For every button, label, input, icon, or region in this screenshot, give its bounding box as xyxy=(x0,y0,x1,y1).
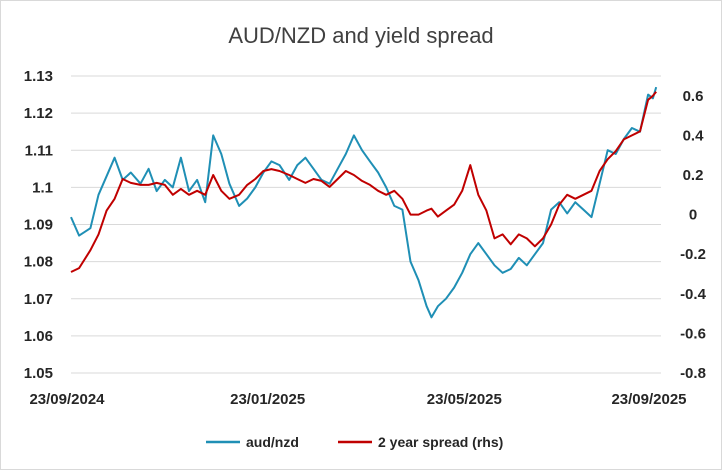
left-tick-label: 1.11 xyxy=(25,142,53,159)
left-tick-label: 1.08 xyxy=(24,254,53,271)
right-tick-label: 0.6 xyxy=(683,88,704,105)
right-tick-label: 0.4 xyxy=(683,127,705,144)
left-tick-label: 1.09 xyxy=(24,217,53,234)
left-tick-label: 1.13 xyxy=(24,68,53,85)
left-axis: 1.05 1.06 1.07 1.08 1.09 1.1 1.11 1.12 1.13 xyxy=(24,68,53,382)
series-lines xyxy=(70,86,658,319)
left-tick-label: 1.12 xyxy=(24,105,53,122)
right-tick-label: -0.6 xyxy=(680,325,706,342)
right-tick-label: -0.2 xyxy=(680,246,706,263)
right-tick-label: 0.2 xyxy=(683,167,704,184)
series-line xyxy=(70,91,657,273)
x-tick-label: 23/09/2025 xyxy=(611,391,686,408)
x-tick-label: 23/09/2024 xyxy=(29,391,105,408)
right-tick-label: 0 xyxy=(689,207,697,224)
left-tick-label: 1.07 xyxy=(24,291,53,308)
right-tick-label: -0.8 xyxy=(680,365,706,382)
right-tick-label: -0.4 xyxy=(680,286,707,303)
right-axis: -0.8 -0.6 -0.4 -0.2 0 0.2 0.4 0.6 xyxy=(680,88,707,382)
legend-label: aud/nzd xyxy=(246,434,299,450)
chart-title: AUD/NZD and yield spread xyxy=(228,23,493,48)
legend-label: 2 year spread (rhs) xyxy=(378,434,503,450)
x-tick-label: 23/05/2025 xyxy=(427,391,502,408)
grid-lines xyxy=(71,75,661,374)
x-axis: 23/09/2024 23/01/2025 23/05/2025 23/09/2025 xyxy=(29,391,686,408)
left-tick-label: 1.05 xyxy=(24,365,53,382)
left-tick-label: 1.06 xyxy=(24,328,53,345)
x-tick-label: 23/01/2025 xyxy=(230,391,305,408)
legend: aud/nzd 2 year spread (rhs) xyxy=(206,434,503,450)
series-line xyxy=(70,86,658,319)
left-tick-label: 1.1 xyxy=(32,179,53,196)
